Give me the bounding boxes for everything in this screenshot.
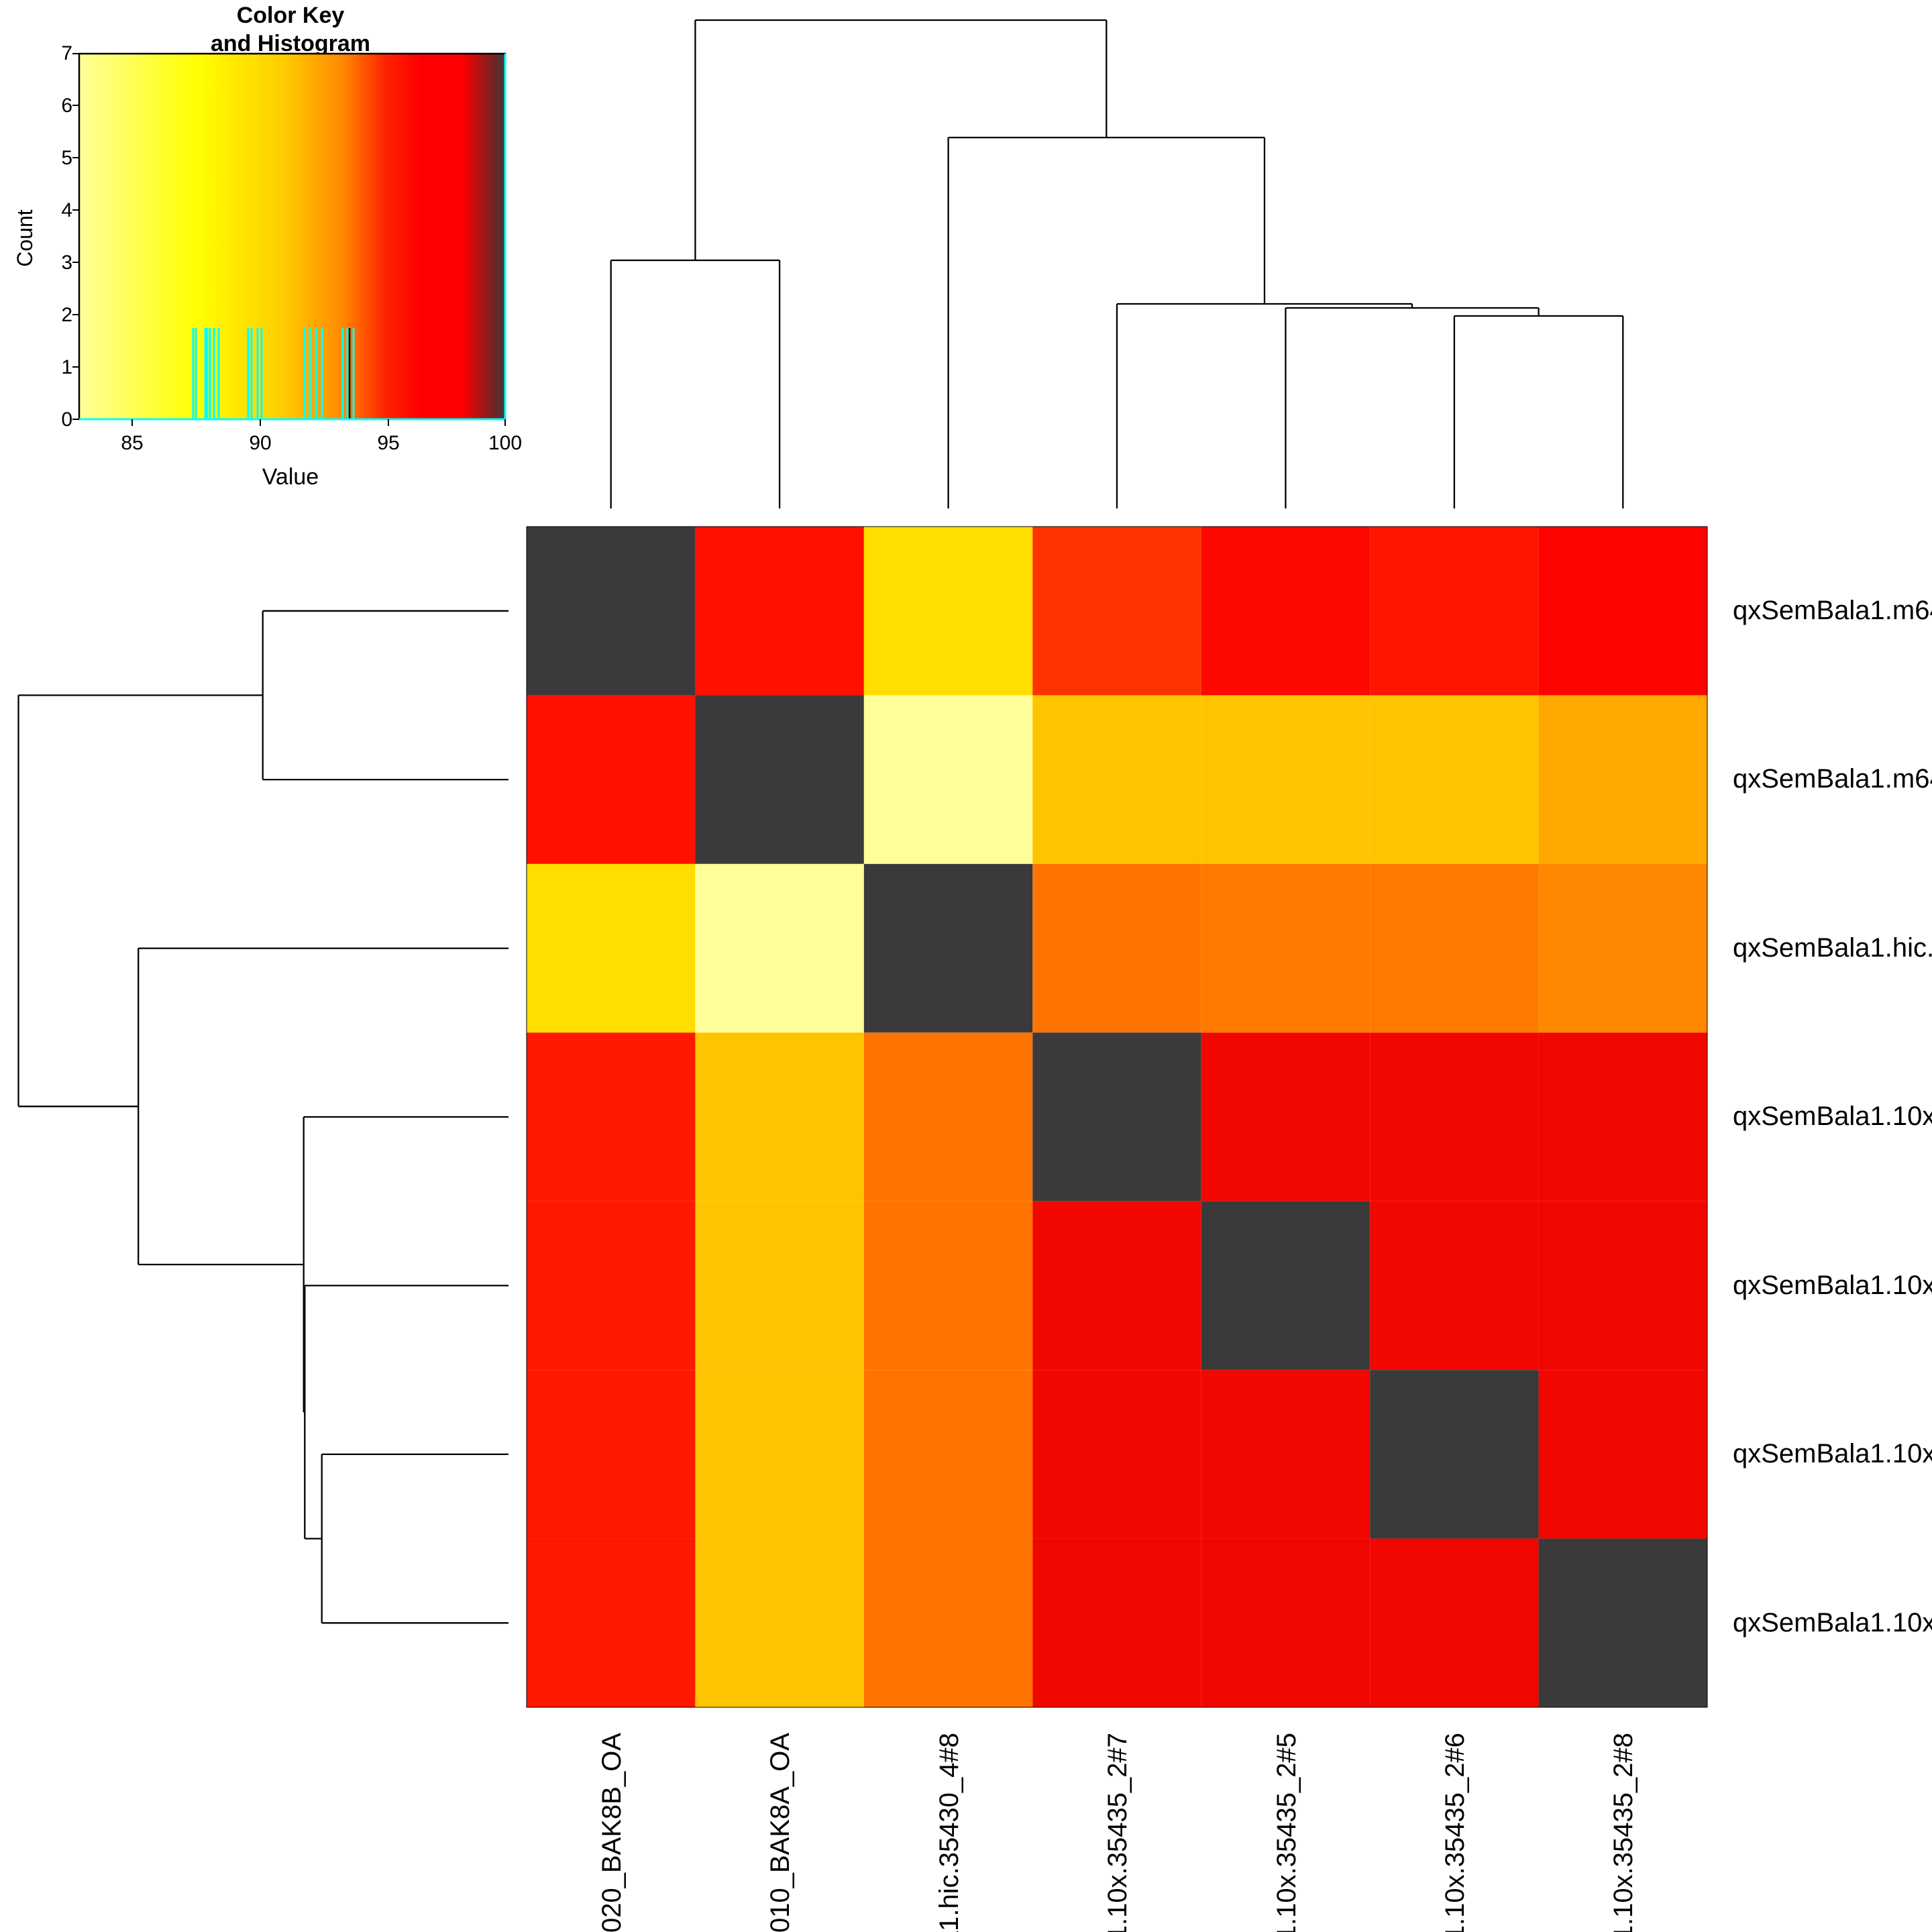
svg-text:qxSemBala1.10x.: qxSemBala1.10x. bbox=[1733, 1608, 1932, 1638]
svg-text:qxSemBala1.10x.: qxSemBala1.10x. bbox=[1733, 1102, 1932, 1131]
svg-text:95: 95 bbox=[377, 432, 399, 454]
svg-text:5: 5 bbox=[61, 147, 72, 169]
svg-text:qxSemBala1.hic.3: qxSemBala1.hic.3 bbox=[1733, 933, 1932, 963]
svg-text:qxSemBala1.10x.35435_2#5: qxSemBala1.10x.35435_2#5 bbox=[1272, 1733, 1301, 1932]
svg-text:qxSemBala1.m64: qxSemBala1.m64 bbox=[1733, 596, 1932, 625]
svg-text:0: 0 bbox=[61, 409, 72, 431]
svg-text:and Histogram: and Histogram bbox=[211, 31, 370, 56]
svg-text:qxSemBala1.hic.35430_1020_BAK8: qxSemBala1.hic.35430_1020_BAK8B_OA bbox=[597, 1733, 627, 1932]
svg-text:100: 100 bbox=[488, 432, 522, 454]
svg-text:90: 90 bbox=[249, 432, 271, 454]
svg-text:qxSemBala1.10x.: qxSemBala1.10x. bbox=[1733, 1271, 1932, 1300]
svg-text:qxSemBala1.10x.35435_2#8: qxSemBala1.10x.35435_2#8 bbox=[1609, 1733, 1638, 1932]
svg-text:4: 4 bbox=[61, 199, 72, 221]
svg-text:qxSemBala1.10x.35435_2#6: qxSemBala1.10x.35435_2#6 bbox=[1440, 1733, 1470, 1932]
svg-text:3: 3 bbox=[61, 252, 72, 274]
svg-text:6: 6 bbox=[61, 95, 72, 117]
svg-text:7: 7 bbox=[61, 42, 72, 64]
svg-text:2: 2 bbox=[61, 304, 72, 326]
svg-text:Value: Value bbox=[262, 464, 319, 490]
svg-text:qxSemBala1.m64: qxSemBala1.m64 bbox=[1733, 764, 1932, 794]
svg-text:85: 85 bbox=[121, 432, 143, 454]
svg-text:Count: Count bbox=[13, 209, 37, 267]
svg-text:qxSemBala1.10x.35435_2#7: qxSemBala1.10x.35435_2#7 bbox=[1103, 1733, 1132, 1932]
svg-text:Color Key: Color Key bbox=[237, 3, 345, 28]
svg-text:1: 1 bbox=[61, 356, 72, 378]
svg-text:qxSemBala1.hic.35430_1010_BAK8: qxSemBala1.hic.35430_1010_BAK8A_OA bbox=[765, 1733, 795, 1932]
svg-text:qxSemBala1.10x.: qxSemBala1.10x. bbox=[1733, 1439, 1932, 1468]
svg-text:qxSemBala1.hic.35430_4#8: qxSemBala1.hic.35430_4#8 bbox=[934, 1733, 964, 1932]
